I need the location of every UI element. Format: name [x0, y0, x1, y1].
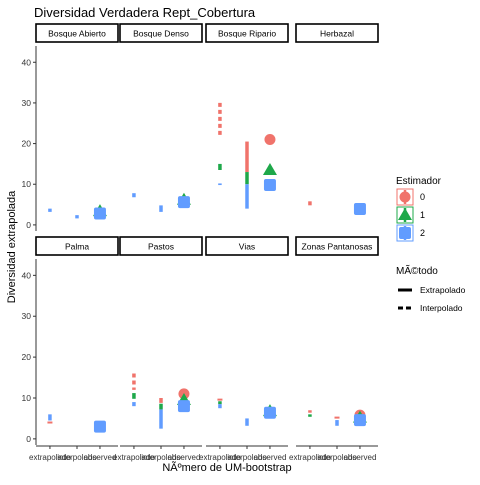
x-tick-label: extrapolado: [29, 453, 71, 462]
facet-strip: [119, 23, 203, 43]
y-tick-label: 20: [22, 352, 32, 362]
chart-title: Diversidad Verdadera Rept_Cobertura: [34, 5, 256, 20]
data-point-1: [262, 163, 277, 176]
legend-key-1: [398, 208, 412, 220]
legend-title-estimador: Estimador: [396, 176, 442, 187]
facet-strip: [295, 236, 379, 256]
y-tick-label: 30: [22, 98, 32, 108]
panel-herbazal: Herbazal: [295, 23, 379, 216]
y-tick-label: 40: [22, 57, 32, 67]
y-tick-label: 0: [26, 220, 31, 230]
panel-zonas-pantanosas: Zonas Pantanosas extrapoladointerpoladoob…: [289, 236, 379, 462]
legend: Estimador MÃ©todo 0 1 2 Extrapolado Interpol…: [396, 176, 466, 313]
y-tick-label: 30: [22, 311, 32, 321]
legend-label-2: 2: [420, 228, 425, 238]
y-tick-label: 20: [22, 139, 32, 149]
facet-strip: [205, 23, 289, 43]
data-point-2: [93, 420, 106, 433]
y-axis-label: Diversidad extrapolada: [6, 190, 18, 303]
x-tick-label: interpolado: [227, 453, 267, 462]
legend-linetype-label: Extrapolado: [420, 285, 466, 295]
legend-key-0: [399, 191, 411, 203]
data-point-2: [177, 400, 190, 413]
x-tick-label: interpolado: [57, 453, 97, 462]
x-axis-label: NÃºmero de UM-bootstrap: [162, 461, 291, 474]
x-tick-label: interpolado: [141, 453, 181, 462]
facet-strip: [35, 23, 119, 43]
legend-key-2: [399, 227, 411, 239]
data-point-2: [177, 196, 190, 209]
facet-strip-label: Herbazal: [320, 29, 354, 39]
data-point-2: [353, 203, 366, 216]
x-tick-label: observed: [343, 453, 376, 462]
panel-bosque-abierto: Bosque Abierto 0 10 20 30 40: [22, 23, 119, 231]
panel-bosque-denso: Bosque Denso: [119, 23, 203, 212]
y-tick-label: 40: [22, 270, 32, 280]
facet-strip: [119, 236, 203, 256]
facet-strip-label: Vias: [239, 242, 255, 252]
facet-strip: [205, 236, 289, 256]
data-point-2: [353, 414, 366, 427]
x-tick-label: extrapolado: [113, 453, 155, 462]
legend-label-0: 0: [420, 192, 425, 202]
legend-title-metodo: MÃ©todo: [396, 264, 438, 277]
facet-strip-label: Pastos: [148, 242, 174, 252]
x-tick-label: observed: [167, 453, 200, 462]
x-tick-label: extrapolado: [199, 453, 241, 462]
facet-strip: [35, 236, 119, 256]
y-tick-label: 0: [26, 434, 31, 444]
panel-bosque-ripario: Bosque Ripario: [205, 23, 289, 209]
panels: Bosque Abierto 0 10 20 30 40 Bosque Denso Bosqu…: [22, 23, 379, 462]
facet-strip-label: Bosque Denso: [133, 29, 189, 39]
x-tick-label: observed: [253, 453, 286, 462]
y-tick-label: 10: [22, 393, 32, 403]
facet-strip-label: Bosque Abierto: [48, 29, 106, 39]
data-point-2: [93, 207, 106, 220]
x-tick-label: extrapolado: [289, 453, 331, 462]
legend-linetype-label: Interpolado: [420, 303, 463, 313]
facet-strip-label: Zonas Pantanosas: [302, 242, 373, 252]
data-point-2: [263, 179, 276, 192]
facet-strip: [295, 23, 379, 43]
facet-strip-label: Bosque Ripario: [218, 29, 276, 39]
data-point-2: [263, 406, 276, 419]
legend-label-1: 1: [420, 210, 425, 220]
x-tick-label: observed: [83, 453, 116, 462]
y-tick-label: 10: [22, 179, 32, 189]
data-point-0: [264, 134, 276, 146]
facet-strip-label: Palma: [65, 242, 89, 252]
x-tick-label: interpolado: [317, 453, 357, 462]
